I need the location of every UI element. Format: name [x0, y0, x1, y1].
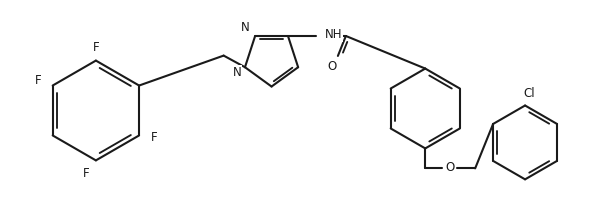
Text: F: F: [93, 41, 99, 54]
Text: F: F: [82, 167, 89, 180]
Text: O: O: [327, 60, 337, 73]
Text: Cl: Cl: [523, 87, 535, 100]
Text: N: N: [241, 21, 249, 34]
Text: NH: NH: [325, 28, 343, 41]
Text: F: F: [34, 74, 41, 87]
Text: O: O: [445, 161, 455, 174]
Text: F: F: [150, 131, 157, 144]
Text: N: N: [232, 66, 241, 79]
